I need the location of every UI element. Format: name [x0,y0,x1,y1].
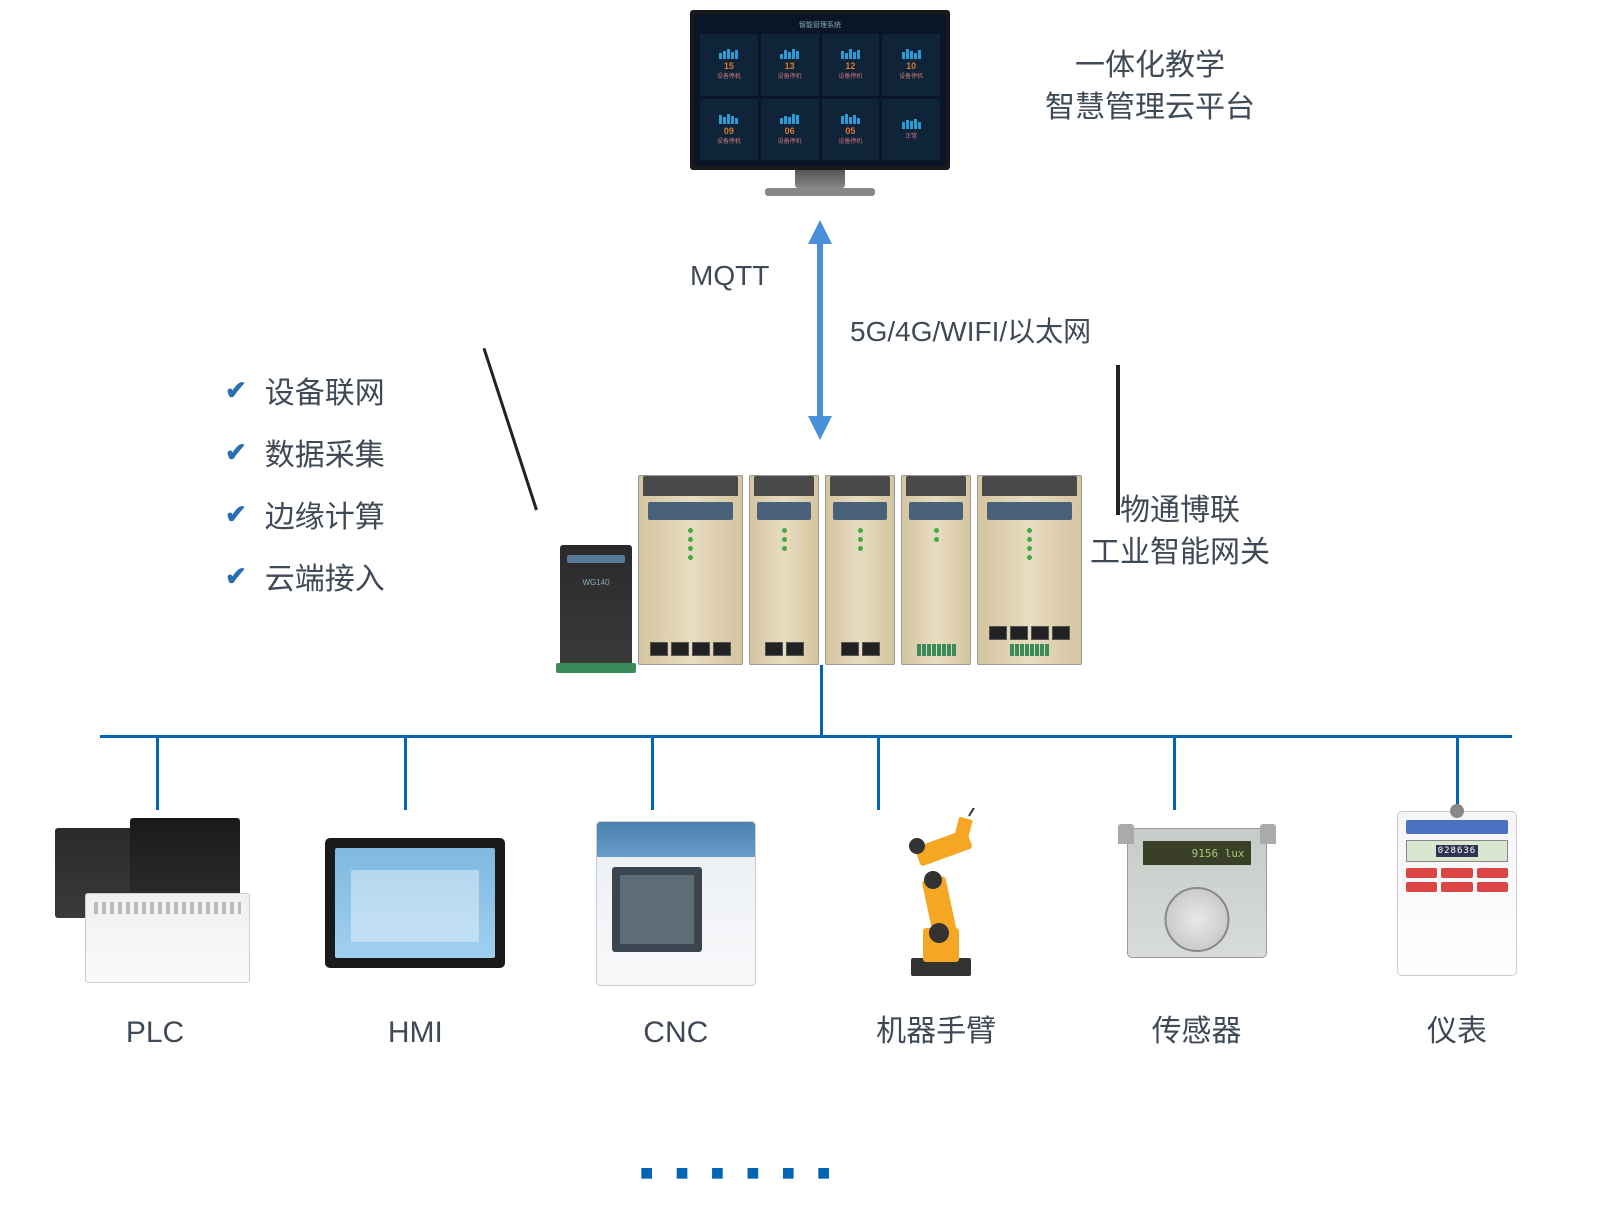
gateway-unit [638,475,743,665]
device-meter: 028636 仪表 [1342,808,1572,1050]
mqtt-arrow [812,220,828,440]
ellipsis-dots: ■ ■ ■ ■ ■ ■ [640,1160,838,1186]
architecture-diagram: 智能管理系统 15设备停机13设备停机12设备停机10设备停机09设备停机06设… [0,0,1612,1205]
device-row: PLC HMI CNC [40,810,1572,1050]
gateway-unit: WG140 [560,545,632,665]
bus-stem [820,665,823,735]
plc-icon [55,818,255,988]
antenna-icon [483,348,538,511]
cloud-label-line1: 一体化教学 [1020,45,1280,87]
gateway-unit [749,475,819,665]
meter-display: 028636 [1436,845,1479,857]
device-plc: PLC [40,818,270,1050]
device-robot-arm: 机器手臂 [821,808,1051,1050]
device-hmi: HMI [300,818,530,1050]
device-sensor: 9156 lux 传感器 [1082,808,1312,1050]
mqtt-label: MQTT [690,260,769,292]
device-cnc: CNC [561,818,791,1050]
monitor-header: 智能管理系统 [700,20,940,30]
gateway-label: 物通博联 工业智能网关 [1060,490,1300,574]
feature-list: ✔设备联网✔数据采集✔边缘计算✔云端接入 [225,368,385,616]
gateway-label-line1: 物通博联 [1060,490,1300,532]
arrow-down-icon [808,416,832,440]
sensor-icon: 9156 lux [1097,808,1297,978]
device-label: HMI [388,1016,443,1050]
meter-icon: 028636 [1357,808,1557,978]
bus-horizontal [100,735,1512,738]
gateway-unit [901,475,971,665]
monitor-base [765,188,875,196]
device-label: PLC [126,1016,184,1050]
gateway-unit [825,475,895,665]
sensor-display: 9156 lux [1143,841,1251,865]
monitor-grid: 15设备停机13设备停机12设备停机10设备停机09设备停机06设备停机05设备… [700,34,940,160]
device-label: 机器手臂 [876,1006,996,1050]
monitor-screen: 智能管理系统 15设备停机13设备停机12设备停机10设备停机09设备停机06设… [690,10,950,170]
device-label: 仪表 [1427,1006,1487,1050]
robot-arm-icon [861,808,1011,978]
arrow-line [817,240,823,420]
monitor-stand [795,170,845,188]
network-label: 5G/4G/WIFI/以太网 [850,310,1091,350]
gateway-label-line2: 工业智能网关 [1060,532,1300,574]
device-label: CNC [643,1016,708,1050]
cloud-monitor: 智能管理系统 15设备停机13设备停机12设备停机10设备停机09设备停机06设… [690,10,950,210]
device-label: 传感器 [1152,1006,1242,1050]
gateway-devices: WG140 [560,445,1100,665]
hmi-icon [315,818,515,988]
cnc-icon [576,818,776,988]
cloud-platform-label: 一体化教学 智慧管理云平台 [1020,45,1280,129]
cloud-label-line2: 智慧管理云平台 [1020,87,1280,129]
